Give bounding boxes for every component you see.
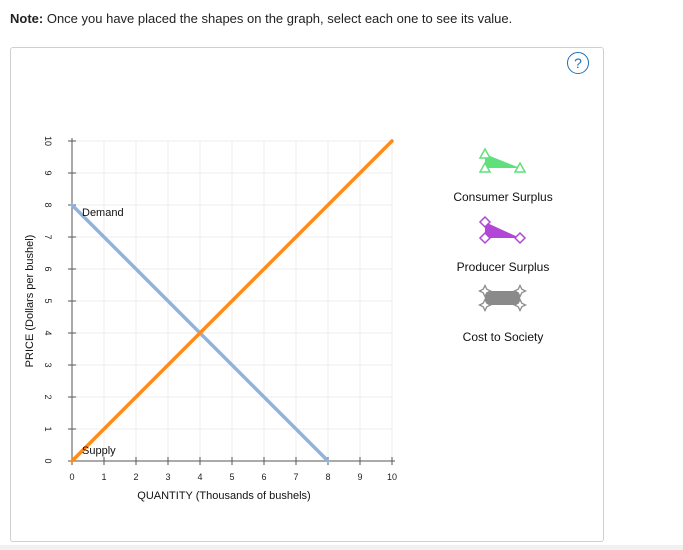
star-marker-icon[interactable]	[513, 298, 527, 312]
star-marker-icon[interactable]	[478, 298, 492, 312]
y-tick-label: 9	[43, 170, 53, 175]
x-tick-label: 6	[261, 472, 266, 482]
star-marker-icon[interactable]	[478, 284, 492, 298]
x-tick-label: 10	[387, 472, 397, 482]
y-tick-label: 6	[43, 266, 53, 271]
diamond-marker-icon[interactable]	[513, 231, 527, 245]
help-button[interactable]: ?	[567, 52, 589, 74]
x-tick-label: 4	[197, 472, 202, 482]
y-tick-label: 5	[43, 298, 53, 303]
y-tick-label: 4	[43, 330, 53, 335]
producer-surplus-icon[interactable]	[485, 222, 520, 238]
y-tick-label: 7	[43, 234, 53, 239]
y-tick-label: 8	[43, 202, 53, 207]
y-tick-label: 10	[43, 136, 53, 146]
star-marker-icon[interactable]	[513, 284, 527, 298]
x-tick-label: 1	[101, 472, 106, 482]
demand-label: Demand	[82, 207, 124, 219]
y-axis-title: PRICE (Dollars per bushel)	[24, 235, 36, 368]
supply-label: Supply	[82, 445, 116, 457]
x-tick-label: 0	[69, 472, 74, 482]
x-tick-label: 3	[165, 472, 170, 482]
x-tick-label: 7	[293, 472, 298, 482]
diamond-marker-icon[interactable]	[478, 215, 492, 229]
diamond-marker-icon[interactable]	[478, 231, 492, 245]
y-tick-label: 2	[43, 394, 53, 399]
y-tick-label: 1	[43, 426, 53, 431]
producer-surplus-label: Producer Surplus	[456, 260, 550, 274]
triangle-marker-icon[interactable]	[478, 161, 492, 173]
y-tick-label: 0	[43, 458, 53, 463]
bottom-bar	[0, 545, 683, 550]
triangle-marker-icon[interactable]	[513, 161, 527, 173]
x-tick-label: 2	[133, 472, 138, 482]
series-line-supply	[70, 139, 394, 463]
cost-to-society-label: Cost to Society	[462, 330, 544, 344]
consumer-surplus-icon[interactable]	[485, 154, 520, 168]
x-tick-label: 9	[357, 472, 362, 482]
note-label: Note:	[10, 11, 44, 26]
x-tick-label: 8	[325, 472, 330, 482]
triangle-marker-icon[interactable]	[478, 147, 492, 159]
y-tick-label: 3	[43, 362, 53, 367]
x-axis-title: QUANTITY (Thousands of bushels)	[137, 490, 310, 502]
x-tick-label: 5	[229, 472, 234, 482]
cost-to-society-icon[interactable]	[485, 291, 520, 305]
consumer-surplus-label: Consumer Surplus	[453, 190, 553, 204]
note-text: Once you have placed the shapes on the g…	[43, 11, 513, 26]
instruction-note: Note: Once you have placed the shapes on…	[10, 11, 512, 26]
